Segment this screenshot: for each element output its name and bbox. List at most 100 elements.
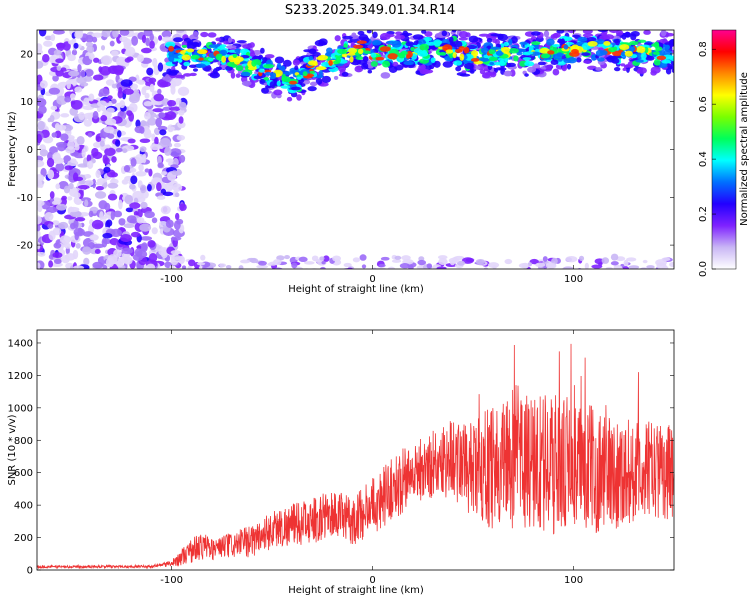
spectrogram-cell — [637, 67, 647, 74]
spectrogram-cell — [112, 30, 119, 38]
spectrogram-cell — [101, 30, 112, 38]
spectrogram-cell — [98, 66, 103, 73]
spectrogram-cell — [314, 39, 326, 47]
spectrogram-cell — [173, 142, 181, 148]
spectrogram-cell — [136, 250, 148, 259]
x-tick-label: -100 — [160, 274, 183, 285]
spectrogram-cell — [308, 55, 314, 61]
spectrogram-cell — [68, 182, 74, 190]
spectrogram-cell — [624, 31, 632, 38]
spectrogram-cell — [613, 66, 621, 72]
spectrogram-cell — [37, 200, 45, 207]
spectrogram-cell — [480, 47, 489, 54]
spectrogram-cell — [46, 206, 58, 214]
spectrogram-cell — [87, 132, 93, 138]
spectrogram-cell — [88, 93, 95, 102]
spectrogram-cell — [56, 203, 67, 211]
spectrogram-cell — [120, 137, 130, 142]
spectrogram-cell — [628, 265, 640, 269]
spectrogram-cell — [160, 171, 168, 176]
spectrogram-cell — [140, 236, 153, 241]
spectrogram-cell — [397, 52, 406, 59]
spectrogram-cell — [670, 64, 674, 71]
spectrogram-cell — [143, 101, 153, 107]
spectrogram-cell — [106, 219, 113, 227]
spectrogram-cell — [160, 205, 171, 215]
spectrogram-cell — [95, 185, 104, 191]
spectrogram-cell — [161, 30, 172, 38]
spectrogram-cell — [208, 44, 219, 48]
spectrogram-cell — [144, 210, 155, 219]
spectrogram-cell — [391, 40, 402, 48]
spectrogram-cell — [52, 252, 63, 259]
spectrogram-cell — [341, 71, 349, 77]
x-tick-label: 0 — [369, 575, 375, 586]
spectrogram-cell — [152, 57, 158, 68]
spectrogram-cell — [402, 30, 409, 36]
spectrogram-cell — [159, 129, 167, 136]
spectrogram-cell — [152, 30, 163, 33]
spectrogram-cell — [652, 51, 660, 55]
spectrogram-cell — [615, 30, 624, 36]
spectrogram-cell — [452, 52, 457, 59]
spectrogram-cell — [279, 65, 286, 72]
spectrogram-cell — [111, 156, 117, 163]
spectrogram-cell — [513, 55, 519, 62]
spectrogram-cell — [51, 220, 60, 226]
spectrogram-cell — [106, 107, 115, 114]
spectrogram-cell — [490, 46, 502, 50]
spectrogram-cell — [146, 67, 154, 76]
spectrogram-cell — [212, 68, 218, 75]
spectrogram-cell — [542, 256, 548, 262]
spectrogram-cell — [146, 183, 152, 192]
spectrogram-cell — [497, 60, 506, 66]
spectrogram-cell — [71, 211, 82, 217]
spectrogram-cell — [436, 266, 447, 269]
spectrogram-cell — [495, 50, 504, 56]
spectrogram-cell — [556, 30, 565, 34]
spectrogram-cell — [622, 67, 627, 72]
spectrogram-cell — [208, 57, 214, 62]
spectrogram-cell — [280, 85, 291, 89]
spectrogram-cell — [195, 63, 207, 68]
spectrogram-cell — [566, 63, 572, 70]
spectrogram-cell — [258, 260, 267, 266]
spectrogram-cell — [173, 37, 184, 43]
spectrogram-cell — [100, 55, 113, 66]
spectrogram-cell — [79, 82, 89, 87]
spectrogram-cell — [458, 37, 469, 41]
spectrogram-cell — [156, 195, 166, 200]
spectrogram-cell — [387, 53, 398, 60]
spectrogram-cell — [469, 64, 474, 72]
spectrogram-cell — [347, 266, 355, 269]
spectrogram-cell — [656, 55, 667, 61]
spectrogram-cell — [167, 99, 177, 107]
spectrogram-cell — [130, 231, 141, 238]
spectrogram-cell — [74, 144, 80, 151]
spectrogram-cell — [343, 262, 352, 268]
spectrogram-cell — [146, 263, 156, 269]
spectrogram-cell — [535, 262, 546, 268]
spectrogram-cell — [290, 86, 302, 91]
spectrogram-cell — [161, 76, 171, 81]
spectrogram-cell — [556, 52, 564, 57]
spectrogram-y-label: Frequency (Hz) — [7, 111, 18, 187]
spectrogram-cell — [289, 80, 298, 85]
spectrogram-cell — [165, 41, 176, 48]
spectrogram-cell — [86, 154, 92, 163]
spectrogram-cell — [157, 125, 168, 131]
spectrogram-cell — [64, 96, 72, 103]
spectrogram-cell — [218, 263, 227, 268]
spectrogram-cell — [225, 265, 232, 269]
spectrogram-cell — [221, 55, 227, 63]
spectrogram-cell — [124, 50, 132, 57]
spectrogram-cell — [406, 54, 411, 59]
spectrogram-cell — [135, 92, 141, 99]
spectrogram-cell — [637, 52, 643, 60]
spectrogram-cell — [450, 42, 456, 47]
spectrogram-cell — [44, 212, 54, 222]
x-tick-label: 0 — [369, 274, 375, 285]
spectrogram-cell — [159, 81, 171, 88]
spectrogram-cell — [410, 46, 416, 52]
spectrogram-cell — [158, 35, 163, 41]
